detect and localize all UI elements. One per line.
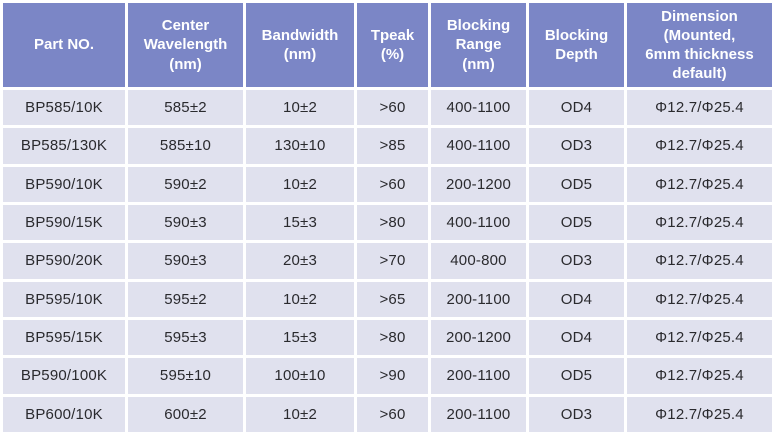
cell-part-no: BP590/100K <box>3 358 125 394</box>
column-header-dimension: Dimension (Mounted, 6mm thickness defaul… <box>627 3 772 87</box>
cell-center-wavelength: 585±10 <box>128 128 243 164</box>
table-row: BP595/15K 595±3 15±3 >80 200-1200 OD4 Φ12.7/Φ2… <box>3 319 772 356</box>
cell-dimension: Φ12.7/Φ25.4 <box>627 358 772 394</box>
cell-tpeak: >60 <box>357 90 428 126</box>
cell-dimension: Φ12.7/Φ25.4 <box>627 128 772 164</box>
cell-center-wavelength: 595±10 <box>128 358 243 394</box>
cell-blocking-range: 200-1100 <box>431 281 526 317</box>
cell-bandwidth: 100±10 <box>246 358 354 394</box>
cell-bandwidth: 15±3 <box>246 319 354 356</box>
cell-blocking-depth: OD3 <box>529 128 624 164</box>
cell-blocking-range: 200-1200 <box>431 319 526 356</box>
cell-blocking-range: 400-800 <box>431 243 526 279</box>
table-row: BP585/10K 585±2 10±2 >60 400-1100 OD4 Φ12.7/Φ2… <box>3 90 772 126</box>
cell-center-wavelength: 595±3 <box>128 319 243 356</box>
cell-bandwidth: 10±2 <box>246 281 354 317</box>
cell-dimension: Φ12.7/Φ25.4 <box>627 90 772 126</box>
cell-part-no: BP585/130K <box>3 128 125 164</box>
cell-dimension: Φ12.7/Φ25.4 <box>627 243 772 279</box>
cell-center-wavelength: 590±3 <box>128 243 243 279</box>
cell-blocking-range: 400-1100 <box>431 204 526 241</box>
cell-tpeak: >70 <box>357 243 428 279</box>
cell-center-wavelength: 600±2 <box>128 396 243 432</box>
cell-bandwidth: 10±2 <box>246 166 354 202</box>
cell-tpeak: >85 <box>357 128 428 164</box>
cell-part-no: BP590/10K <box>3 166 125 202</box>
cell-blocking-depth: OD5 <box>529 358 624 394</box>
cell-tpeak: >60 <box>357 166 428 202</box>
cell-blocking-range: 200-1100 <box>431 396 526 432</box>
cell-tpeak: >60 <box>357 396 428 432</box>
cell-dimension: Φ12.7/Φ25.4 <box>627 396 772 432</box>
table-row: BP590/100K 595±10 100±10 >90 200-1100 OD5 Φ12.… <box>3 358 772 394</box>
table-body: BP585/10K 585±2 10±2 >60 400-1100 OD4 Φ12.7/Φ2… <box>3 90 772 432</box>
cell-part-no: BP585/10K <box>3 90 125 126</box>
cell-dimension: Φ12.7/Φ25.4 <box>627 166 772 202</box>
table-row: BP600/10K 600±2 10±2 >60 200-1100 OD3 Φ12.7/Φ2… <box>3 396 772 432</box>
cell-tpeak: >65 <box>357 281 428 317</box>
cell-center-wavelength: 595±2 <box>128 281 243 317</box>
table-header: Part NO. Center Wavelength (nm) Bandwidth … <box>3 3 772 87</box>
cell-blocking-depth: OD5 <box>529 204 624 241</box>
cell-tpeak: >90 <box>357 358 428 394</box>
header-row: Part NO. Center Wavelength (nm) Bandwidth … <box>3 3 772 87</box>
cell-blocking-depth: OD4 <box>529 281 624 317</box>
cell-bandwidth: 130±10 <box>246 128 354 164</box>
cell-center-wavelength: 590±3 <box>128 204 243 241</box>
column-header-part-no: Part NO. <box>3 3 125 87</box>
cell-part-no: BP590/20K <box>3 243 125 279</box>
cell-bandwidth: 20±3 <box>246 243 354 279</box>
cell-part-no: BP595/15K <box>3 319 125 356</box>
cell-part-no: BP600/10K <box>3 396 125 432</box>
cell-center-wavelength: 585±2 <box>128 90 243 126</box>
cell-blocking-depth: OD5 <box>529 166 624 202</box>
cell-bandwidth: 10±2 <box>246 396 354 432</box>
column-header-blocking-depth: Blocking Depth <box>529 3 624 87</box>
column-header-blocking-range: Blocking Range (nm) <box>431 3 526 87</box>
cell-blocking-depth: OD3 <box>529 396 624 432</box>
cell-blocking-depth: OD4 <box>529 319 624 356</box>
cell-tpeak: >80 <box>357 204 428 241</box>
table-row: BP590/20K 590±3 20±3 >70 400-800 OD3 Φ12.7/Φ25… <box>3 243 772 279</box>
column-header-bandwidth: Bandwidth (nm) <box>246 3 354 87</box>
cell-dimension: Φ12.7/Φ25.4 <box>627 281 772 317</box>
cell-center-wavelength: 590±2 <box>128 166 243 202</box>
column-header-center-wavelength: Center Wavelength (nm) <box>128 3 243 87</box>
cell-blocking-depth: OD4 <box>529 90 624 126</box>
cell-bandwidth: 10±2 <box>246 90 354 126</box>
cell-blocking-range: 200-1100 <box>431 358 526 394</box>
cell-blocking-depth: OD3 <box>529 243 624 279</box>
cell-tpeak: >80 <box>357 319 428 356</box>
cell-dimension: Φ12.7/Φ25.4 <box>627 204 772 241</box>
table-row: BP590/15K 590±3 15±3 >80 400-1100 OD5 Φ12.7/Φ2… <box>3 204 772 241</box>
table-row: BP590/10K 590±2 10±2 >60 200-1200 OD5 Φ12.7/Φ2… <box>3 166 772 202</box>
cell-blocking-range: 200-1200 <box>431 166 526 202</box>
cell-part-no: BP595/10K <box>3 281 125 317</box>
cell-blocking-range: 400-1100 <box>431 128 526 164</box>
table-row: BP595/10K 595±2 10±2 >65 200-1100 OD4 Φ12.7/Φ2… <box>3 281 772 317</box>
column-header-tpeak: Tpeak (%) <box>357 3 428 87</box>
cell-blocking-range: 400-1100 <box>431 90 526 126</box>
cell-bandwidth: 15±3 <box>246 204 354 241</box>
cell-part-no: BP590/15K <box>3 204 125 241</box>
cell-dimension: Φ12.7/Φ25.4 <box>627 319 772 356</box>
table-row: BP585/130K 585±10 130±10 >85 400-1100 OD3 Φ12.… <box>3 128 772 164</box>
